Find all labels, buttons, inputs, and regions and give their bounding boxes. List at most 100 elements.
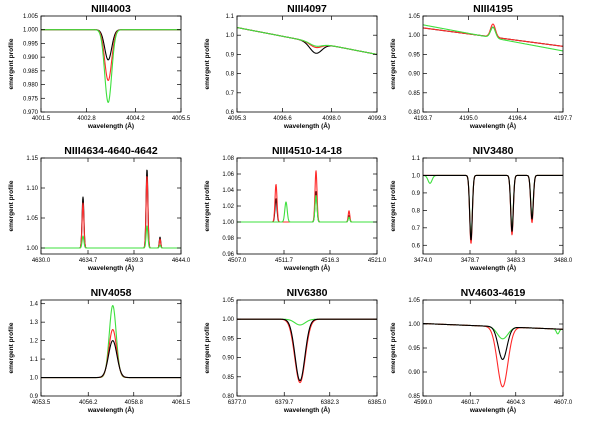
x-tick-label: 4521.0 (368, 258, 387, 264)
series-green-line (237, 195, 377, 223)
series-red-line (237, 318, 377, 384)
series-black-line (423, 174, 563, 241)
panel-2: NIII4097 4095.3 4096.6 4098.0 4099.3 0.6 0.7 0.… (204, 3, 387, 130)
panel-title: NIV6380 (287, 287, 328, 299)
x-tick-label: 4056.2 (79, 400, 98, 406)
y-tick-label: 1.2 (30, 339, 39, 345)
x-tick-label: 4644.0 (172, 258, 191, 264)
y-tick-label: 1.4 (30, 302, 39, 308)
x-tick-label: 6382.3 (321, 400, 340, 406)
y-tick-label: 0.7 (226, 91, 235, 97)
series-red-line (237, 170, 377, 223)
y-tick-label: 1.1 (226, 14, 235, 20)
series-green-line (41, 304, 181, 379)
panel-9: NV4603-4619 4599.0 4601.7 4604.3 4607.0 0.85 0… (390, 287, 573, 414)
y-tick-label: 0.90 (408, 72, 420, 78)
series-red-line (423, 174, 563, 244)
x-tick-label: 4516.3 (321, 258, 340, 264)
panel-7: NIV4058 4053.5 4056.2 4058.8 4061.5 0.9 1.0 1.1… (8, 287, 191, 414)
plot-frame (236, 157, 378, 255)
y-tick-label: 1.04 (222, 188, 234, 194)
plot-frame (422, 299, 564, 397)
x-tick-label: 4197.7 (554, 116, 573, 122)
y-tick-label: 0.970 (23, 110, 39, 116)
panel-title: NIII4510-14-18 (272, 145, 342, 157)
y-tick-label: 1.05 (222, 298, 234, 304)
y-tick-label: 1.15 (26, 156, 38, 162)
x-tick-label: 4196.4 (508, 116, 527, 122)
x-tick-label: 4095.3 (228, 116, 247, 122)
x-tick-label: 4607.0 (554, 400, 573, 406)
y-tick-label: 0.90 (408, 370, 420, 376)
plot-frame (422, 15, 564, 113)
x-tick-label: 4193.7 (414, 116, 433, 122)
panel-3: NIII4195 4193.7 4195.0 4196.4 4197.7 0.80 0.85… (390, 3, 573, 130)
x-tick-label: 4099.3 (368, 116, 387, 122)
y-axis-label: emergent profile (390, 38, 397, 89)
y-tick-label: 0.90 (222, 356, 234, 362)
y-tick-label: 1.000 (23, 28, 39, 34)
panel-title: NIV4058 (91, 287, 132, 299)
y-tick-label: 0.6 (412, 243, 421, 249)
y-tick-label: 1.00 (222, 317, 234, 323)
y-tick-label: 0.6 (226, 110, 235, 116)
series-black-line (41, 29, 181, 61)
series-green-line (423, 24, 563, 52)
panel-title: NIII4634-4640-4642 (64, 145, 158, 157)
y-tick-label: 0.8 (226, 72, 235, 78)
y-tick-label: 0.9 (30, 394, 39, 400)
x-axis-label: wavelength (Å) (283, 263, 330, 272)
y-axis-label: emergent profile (8, 180, 15, 231)
x-tick-label: 4599.0 (414, 400, 433, 406)
series-red-line (41, 29, 181, 81)
y-axis-label: emergent profile (390, 180, 397, 231)
y-tick-label: 1.0 (30, 376, 39, 382)
plot-frame (40, 15, 182, 113)
y-tick-label: 0.98 (222, 236, 234, 242)
series-green-line (237, 26, 377, 55)
y-tick-label: 0.9 (226, 52, 235, 58)
panel-1: NIII4003 4001.5 4002.8 4004.2 4005.5 0.970 0.9… (8, 3, 191, 130)
series-black-line (237, 191, 377, 223)
x-tick-label: 4634.7 (79, 258, 98, 264)
x-tick-label: 6385.0 (368, 400, 387, 406)
series-green-line (41, 29, 181, 103)
series-red-line (423, 322, 563, 388)
series-black-line (41, 340, 181, 379)
plot-frame (422, 157, 564, 255)
y-axis-label: emergent profile (8, 322, 15, 373)
y-tick-label: 1.0 (412, 173, 421, 179)
y-tick-label: 0.7 (412, 226, 421, 232)
y-tick-label: 0.9 (412, 191, 421, 197)
y-tick-label: 1.02 (222, 204, 234, 210)
y-axis-label: emergent profile (204, 38, 211, 89)
y-tick-label: 0.985 (23, 69, 39, 75)
y-tick-label: 0.95 (222, 336, 234, 342)
y-tick-label: 0.990 (23, 55, 39, 61)
y-axis-label: emergent profile (390, 322, 397, 373)
panel-title: NIV3480 (473, 145, 514, 157)
y-tick-label: 0.80 (222, 394, 234, 400)
y-tick-label: 0.975 (23, 96, 39, 102)
x-axis-label: wavelength (Å) (469, 121, 516, 130)
panel-title: NIII4003 (91, 3, 131, 15)
x-tick-label: 4511.7 (275, 258, 294, 264)
x-axis-label: wavelength (Å) (283, 121, 330, 130)
y-tick-label: 1.00 (408, 322, 420, 328)
y-tick-label: 1.06 (222, 172, 234, 178)
x-axis-label: wavelength (Å) (87, 263, 134, 272)
x-tick-label: 4630.0 (32, 258, 51, 264)
y-tick-label: 1.0 (226, 33, 235, 39)
panel-title: NIII4195 (473, 3, 513, 15)
x-tick-label: 4604.3 (507, 400, 526, 406)
x-tick-label: 4001.5 (32, 116, 51, 122)
x-tick-label: 4639.3 (125, 258, 144, 264)
x-tick-label: 6377.0 (228, 400, 247, 406)
x-tick-label: 4002.8 (77, 116, 96, 122)
x-tick-label: 4601.7 (461, 400, 480, 406)
plot-frame (236, 15, 378, 113)
y-tick-label: 1.00 (222, 220, 234, 226)
y-tick-label: 0.95 (408, 346, 420, 352)
y-tick-label: 1.005 (23, 14, 39, 20)
plot-frame (40, 299, 182, 397)
